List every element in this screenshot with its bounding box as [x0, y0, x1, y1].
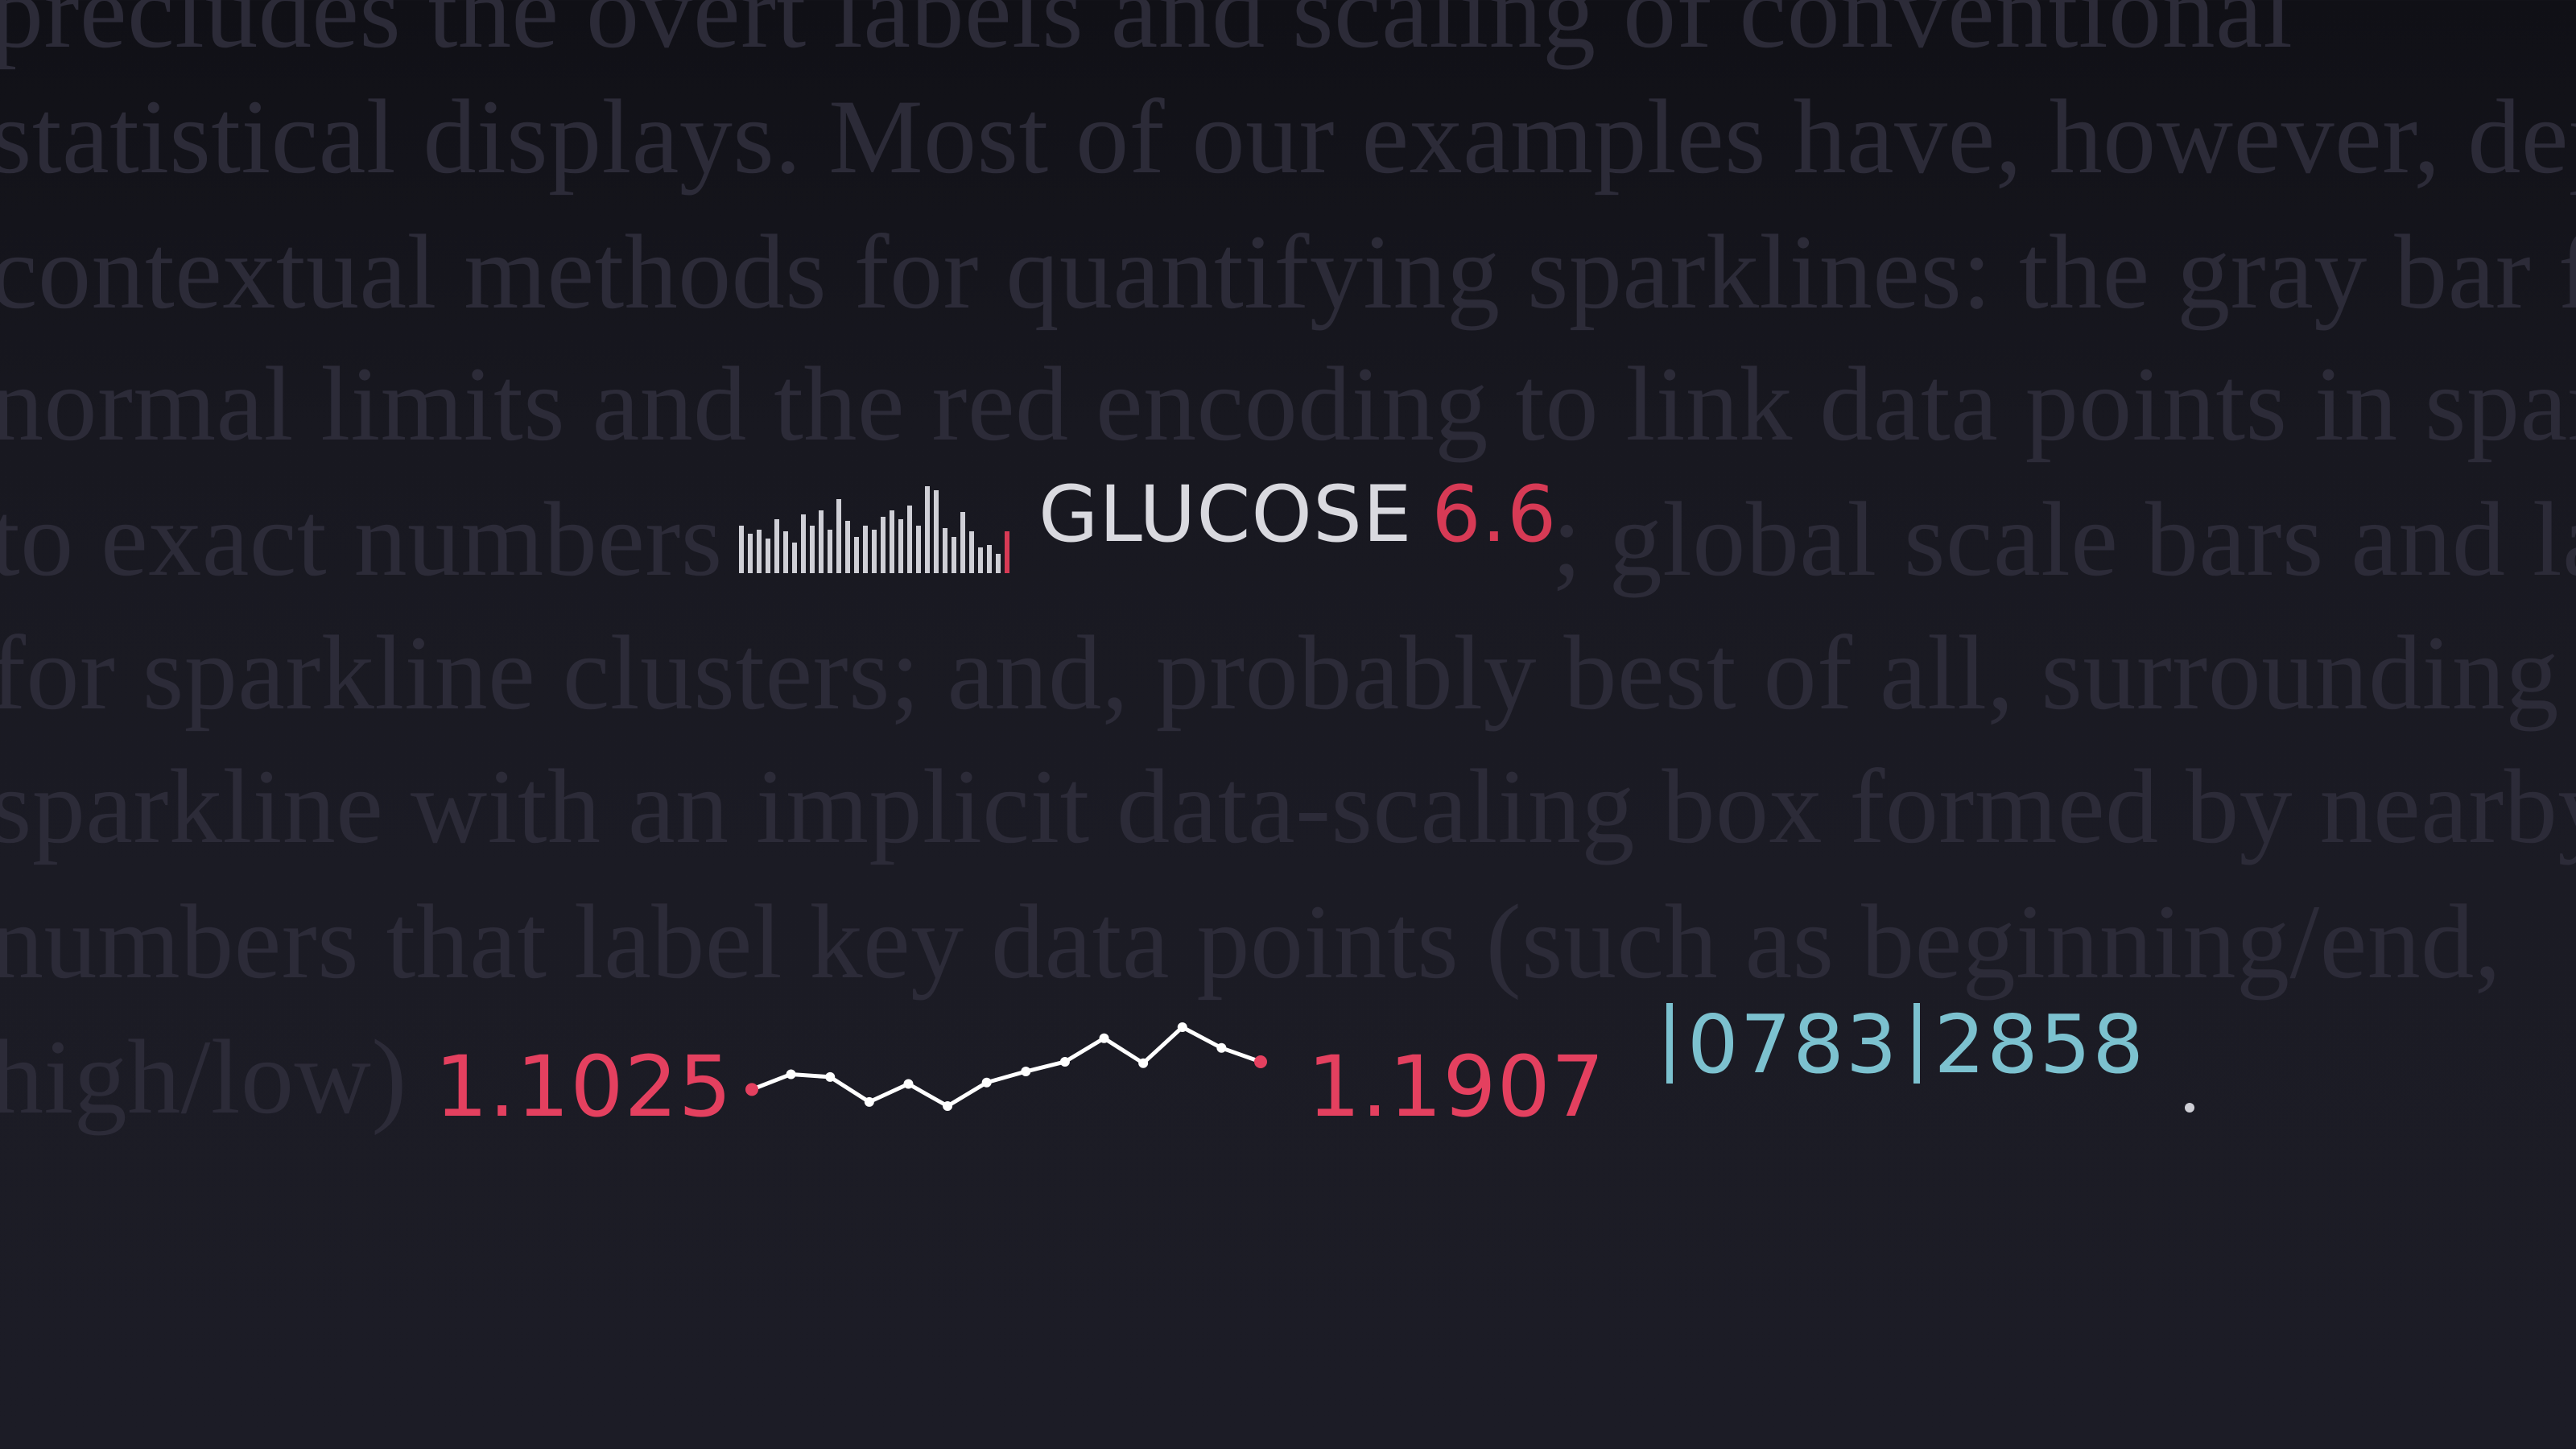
sparkline-point	[1216, 1042, 1227, 1053]
sparkline-point	[1177, 1022, 1187, 1032]
paragraph-line: to exact numbers	[0, 480, 723, 598]
glucose-bar	[916, 526, 921, 573]
range-readout: 0783 2858	[1666, 998, 2145, 1092]
paragraph-line: statistical displays. Most of our exampl…	[0, 77, 2576, 196]
glucose-bar	[969, 531, 974, 573]
sparkline-endpoint	[745, 1083, 758, 1096]
range-high-value: 2858	[1934, 997, 2145, 1092]
paragraph-line: contextual methods for quantifying spark…	[0, 213, 2576, 331]
glucose-bar	[1005, 531, 1009, 573]
glucose-bar	[960, 512, 965, 573]
glucose-bar	[801, 514, 806, 573]
glucose-bar	[774, 519, 779, 573]
glucose-readout: GLUCOSE 6.6	[1038, 470, 1557, 559]
sparkline-point	[903, 1079, 914, 1089]
sparkline-point	[786, 1069, 796, 1080]
glucose-label: GLUCOSE	[1038, 469, 1413, 559]
paragraph-line: sparkline with an implicit data-scaling …	[0, 747, 2576, 865]
glucose-bar	[934, 490, 939, 573]
glucose-bar	[907, 506, 912, 573]
sparkline-point	[1138, 1058, 1149, 1068]
glucose-bar	[943, 528, 947, 573]
glucose-bar	[819, 510, 824, 573]
sparkline-point	[943, 1101, 953, 1111]
paragraph-line: for sparkline clusters; and, probably be…	[0, 613, 2576, 732]
glucose-bar	[748, 534, 753, 573]
glucose-bar	[925, 486, 930, 573]
sparkline-point	[825, 1071, 836, 1082]
range-divider	[1666, 1003, 1673, 1084]
glucose-bar	[863, 526, 868, 573]
period-dot	[2185, 1103, 2194, 1113]
paragraph-line: precludes the overt labels and scaling o…	[0, 0, 2293, 70]
sparkline-point	[1021, 1067, 1031, 1077]
sparkline-endpoint	[1254, 1055, 1267, 1068]
glucose-bar	[845, 521, 850, 573]
glucose-bar	[996, 554, 1001, 573]
glucose-value: 6.6	[1431, 469, 1558, 559]
glucose-bar	[739, 526, 744, 573]
sparkline-start-value: 1.1025	[435, 1038, 733, 1136]
range-low-value: 0783	[1687, 997, 1899, 1092]
glucose-bar	[810, 526, 815, 573]
glucose-bar	[766, 539, 770, 573]
glucose-bar	[783, 531, 788, 573]
glucose-bar	[872, 530, 877, 573]
glucose-bar	[987, 545, 992, 573]
sparkline-point	[1059, 1056, 1070, 1067]
paragraph-line: high/low)	[0, 1018, 407, 1136]
glucose-bar	[836, 499, 841, 573]
sparkline-end-value: 1.1907	[1307, 1038, 1605, 1136]
glucose-bar	[854, 537, 859, 573]
range-divider	[1913, 1003, 1920, 1084]
glucose-bar	[792, 543, 797, 573]
glucose-bar	[890, 510, 894, 573]
glucose-bar	[881, 517, 886, 573]
glucose-bar	[757, 530, 762, 573]
sparkline-point	[1099, 1033, 1109, 1043]
sparkline-path	[751, 1025, 1261, 1108]
glucose-bar	[898, 519, 903, 573]
glucose-bar-sparkline	[739, 486, 1009, 573]
glucose-bar	[978, 547, 983, 573]
sparkline-point	[981, 1077, 992, 1088]
glucose-bar	[952, 537, 956, 573]
glucose-bar	[828, 530, 832, 573]
sparkline-point	[864, 1096, 874, 1107]
paragraph-line: ; global scale bars and lab	[1552, 480, 2576, 598]
line-sparkline	[745, 1022, 1267, 1111]
paragraph-line: numbers that label key data points (such…	[0, 882, 2502, 1001]
paragraph-line: normal limits and the red encoding to li…	[0, 345, 2576, 463]
